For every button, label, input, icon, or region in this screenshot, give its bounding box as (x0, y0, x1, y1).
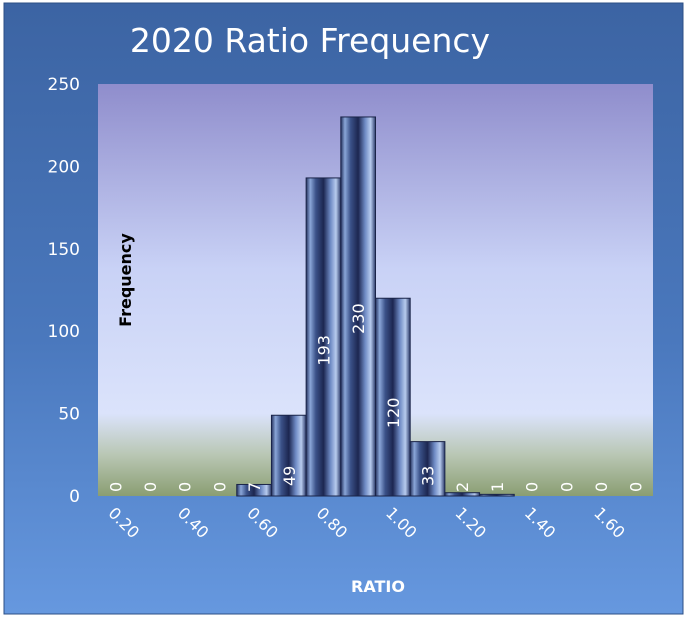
data-labels-group: 0 0 0 0 7 49 193 230 120 33 2 1 0 0 0 0 (106, 303, 645, 492)
data-label: 1 (488, 482, 507, 492)
y-tick-label: 0 (69, 487, 80, 507)
y-axis-label: Frequency (116, 233, 135, 327)
bar (340, 116, 376, 497)
chart-title: 2020 Ratio Frequency (130, 21, 490, 60)
data-label: 0 (176, 482, 195, 492)
data-label: 7 (245, 482, 264, 492)
data-label: 0 (523, 482, 542, 492)
y-axis-ticks: 0 50 100 150 200 250 (48, 75, 80, 507)
bar (444, 492, 481, 497)
bar (305, 177, 342, 497)
y-tick-label: 200 (48, 157, 80, 177)
data-label: 0 (592, 482, 611, 492)
data-label: 230 (349, 303, 368, 334)
y-tick-label: 100 (48, 322, 80, 342)
data-label: 33 (419, 466, 438, 486)
bar (375, 297, 411, 497)
data-label: 49 (280, 466, 299, 486)
bars-group (236, 116, 515, 497)
data-label: 0 (106, 482, 125, 492)
bar (409, 441, 446, 497)
data-label: 2 (453, 482, 472, 492)
data-label: 0 (210, 482, 229, 492)
data-label: 0 (557, 482, 576, 492)
bar (270, 414, 307, 497)
y-tick-label: 250 (48, 75, 80, 95)
y-tick-label: 50 (58, 405, 80, 425)
data-label: 0 (141, 482, 160, 492)
data-label: 0 (627, 482, 646, 492)
x-axis-label: RATIO (351, 577, 405, 596)
bar (479, 493, 515, 497)
data-label: 193 (314, 335, 333, 366)
data-label: 120 (384, 398, 403, 429)
y-tick-label: 150 (48, 240, 80, 260)
